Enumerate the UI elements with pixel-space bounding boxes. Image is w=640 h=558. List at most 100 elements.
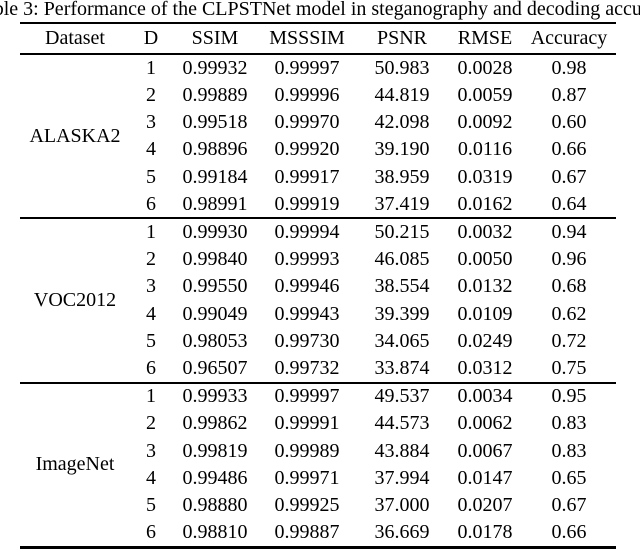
cell-psnr: 36.669 <box>356 519 448 549</box>
cell-rmse: 0.0132 <box>457 275 513 298</box>
cell-accuracy: 0.95 <box>551 385 587 408</box>
table-row: 6 0.98810 0.99887 36.669 0.0178 0.66 <box>20 519 616 549</box>
cell-accuracy: 0.83 <box>551 412 587 435</box>
cell-ssim: 0.98896 <box>182 138 248 161</box>
table-caption: Table 3: Performance of the CLPSTNet mod… <box>0 0 640 20</box>
cell-ssim: 0.99184 <box>182 165 248 188</box>
table-row: 4 0.98896 0.99920 39.190 0.0116 0.66 <box>20 136 616 163</box>
cell-accuracy: 0.98 <box>551 56 587 79</box>
cell-ssim: 0.99930 <box>182 221 248 244</box>
cell-accuracy: 0.87 <box>551 83 587 106</box>
cell-rmse: 0.0062 <box>457 412 513 435</box>
cell-accuracy: 0.94 <box>551 221 587 244</box>
cell-ssim: 0.98810 <box>172 519 258 549</box>
cell-ssim: 0.99889 <box>182 83 248 106</box>
cell-msssim: 0.99994 <box>274 221 340 244</box>
table-row: VOC2012 1 0.99930 0.99994 50.215 0.0032 0.94 <box>20 218 616 384</box>
cell-d: 2 <box>146 412 156 435</box>
cell-d: 3 <box>146 439 156 462</box>
cell-d: 1 <box>146 385 156 408</box>
cell-rmse: 0.0059 <box>457 83 513 106</box>
cell-accuracy: 0.83 <box>551 439 587 462</box>
cell-d: 6 <box>130 519 172 549</box>
col-header-msssim: MSSSIM <box>269 27 345 49</box>
cell-accuracy: 0.67 <box>551 494 587 517</box>
cell-rmse: 0.0050 <box>457 247 513 270</box>
cell-msssim: 0.99970 <box>274 110 340 133</box>
cell-accuracy: 0.66 <box>551 138 587 161</box>
table-row: 4 0.99049 0.99943 39.399 0.0109 0.62 <box>20 301 616 328</box>
cell-d: 5 <box>146 165 156 188</box>
cell-d: 3 <box>146 110 156 133</box>
cell-rmse: 0.0207 <box>457 494 513 517</box>
cell-d: 6 <box>130 355 172 384</box>
cell-d: 1 <box>146 56 156 79</box>
cell-rmse: 0.0116 <box>457 138 513 161</box>
cell-rmse: 0.0109 <box>457 302 513 325</box>
cell-accuracy: 0.75 <box>522 355 616 384</box>
cell-psnr: 37.419 <box>356 190 448 220</box>
cell-rmse: 0.0034 <box>457 385 513 408</box>
cell-d: 3 <box>146 275 156 298</box>
table-row: 3 0.99518 0.99970 42.098 0.0092 0.60 <box>20 109 616 136</box>
cell-ssim: 0.99550 <box>182 275 248 298</box>
cell-accuracy: 0.65 <box>551 467 587 490</box>
table-row: 2 0.99889 0.99996 44.819 0.0059 0.87 <box>20 81 616 108</box>
cell-msssim: 0.99917 <box>274 165 340 188</box>
cell-ssim: 0.99933 <box>182 385 248 408</box>
cell-rmse: 0.0092 <box>457 110 513 133</box>
dataset-label: ALASKA2 <box>20 54 130 220</box>
cell-d: 2 <box>146 247 156 270</box>
col-header-rmse: RMSE <box>457 27 513 49</box>
cell-msssim: 0.99730 <box>274 330 340 353</box>
cell-ssim: 0.99932 <box>182 56 248 79</box>
cell-d: 6 <box>130 190 172 220</box>
col-header-accuracy: Accuracy <box>530 27 608 49</box>
col-header-ssim: SSIM <box>191 27 239 49</box>
table-row: 2 0.99840 0.99993 46.085 0.0050 0.96 <box>20 246 616 273</box>
dataset-label: VOC2012 <box>20 218 130 384</box>
cell-psnr: 42.098 <box>374 110 430 133</box>
cell-d: 4 <box>146 138 156 161</box>
cell-rmse: 0.0162 <box>448 190 522 220</box>
cell-ssim: 0.99518 <box>182 110 248 133</box>
cell-accuracy: 0.68 <box>551 275 587 298</box>
table-row: 3 0.99550 0.99946 38.554 0.0132 0.68 <box>20 273 616 300</box>
cell-psnr: 44.819 <box>374 83 430 106</box>
cell-accuracy: 0.62 <box>551 302 587 325</box>
cell-msssim: 0.99991 <box>274 412 340 435</box>
cell-msssim: 0.99887 <box>258 519 356 549</box>
cell-msssim: 0.99997 <box>274 385 340 408</box>
cell-psnr: 38.554 <box>374 275 430 298</box>
cell-rmse: 0.0178 <box>448 519 522 549</box>
cell-psnr: 43.884 <box>374 439 430 462</box>
cell-accuracy: 0.96 <box>551 247 587 270</box>
header-row: Dataset D SSIM MSSSIM PSNR RMSE Accuracy <box>20 23 616 54</box>
cell-rmse: 0.0067 <box>457 439 513 462</box>
cell-d: 1 <box>146 221 156 244</box>
dataset-label: ImageNet <box>20 382 130 549</box>
cell-rmse: 0.0032 <box>457 221 513 244</box>
cell-msssim: 0.99989 <box>274 439 340 462</box>
cell-msssim: 0.99920 <box>274 138 340 161</box>
col-header-d: D <box>143 27 159 49</box>
table-row: ImageNet 1 0.99933 0.99997 49.537 0.0034 0.95 <box>20 382 616 549</box>
cell-ssim: 0.99840 <box>182 247 248 270</box>
cell-rmse: 0.0249 <box>457 330 513 353</box>
cell-ssim: 0.98053 <box>182 330 248 353</box>
cell-msssim: 0.99971 <box>274 467 340 490</box>
table-row: 3 0.99819 0.99989 43.884 0.0067 0.83 <box>20 437 616 464</box>
table-row: 6 0.98991 0.99919 37.419 0.0162 0.64 <box>20 190 616 220</box>
cell-ssim: 0.99486 <box>182 467 248 490</box>
cell-msssim: 0.99925 <box>274 494 340 517</box>
cell-ssim: 0.99819 <box>182 439 248 462</box>
col-header-psnr: PSNR <box>376 27 428 49</box>
cell-psnr: 44.573 <box>374 412 430 435</box>
cell-d: 5 <box>146 330 156 353</box>
table-row: 5 0.98053 0.99730 34.065 0.0249 0.72 <box>20 328 616 355</box>
cell-psnr: 50.215 <box>374 221 430 244</box>
cell-ssim: 0.98880 <box>182 494 248 517</box>
cell-accuracy: 0.72 <box>551 330 587 353</box>
cell-msssim: 0.99997 <box>274 56 340 79</box>
results-table-container: Dataset D SSIM MSSSIM PSNR RMSE Accuracy… <box>20 22 616 549</box>
